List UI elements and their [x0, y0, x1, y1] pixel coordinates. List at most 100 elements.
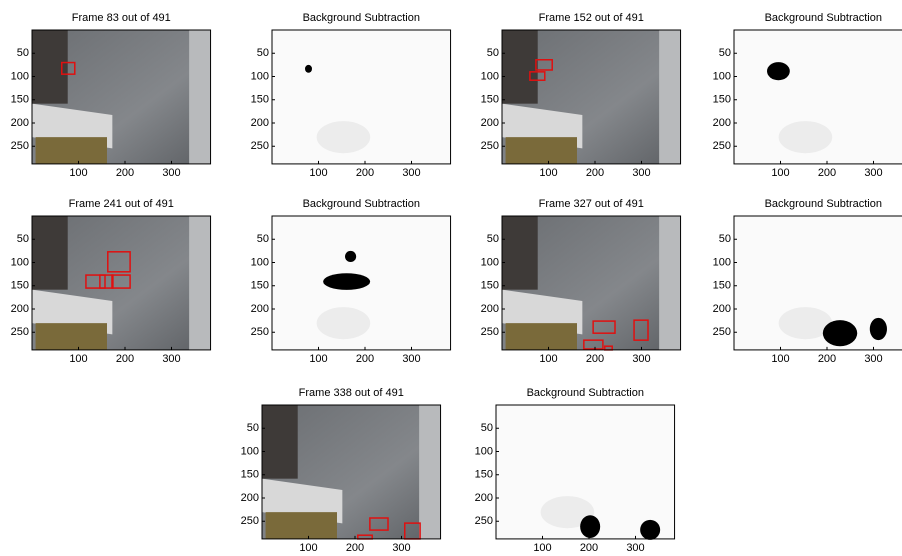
y-tick-label: 200 — [481, 303, 499, 315]
y-tick-label: 50 — [719, 47, 731, 59]
y-tick-label: 50 — [17, 47, 29, 59]
x-tick-label: 100 — [309, 353, 327, 365]
foreground-blob — [767, 62, 790, 80]
mask-shade — [317, 121, 371, 153]
y-tick-label: 150 — [11, 94, 29, 106]
y-tick-label: 150 — [481, 280, 499, 292]
y-tick-label: 250 — [475, 515, 493, 527]
x-tick-label: 300 — [392, 542, 410, 554]
panel-title: Frame 327 out of 491 — [539, 198, 644, 210]
y-tick-label: 250 — [11, 140, 29, 152]
y-tick-label: 150 — [251, 94, 269, 106]
mask-shade — [779, 121, 833, 153]
y-tick-label: 150 — [481, 94, 499, 106]
panel: Background Subtraction100200300501001502… — [251, 12, 451, 179]
x-tick-label: 300 — [626, 542, 644, 554]
foreground-blob — [323, 273, 370, 290]
figure: Frame 83 out of 491 100 200 300 50 100 150 200 2… — [0, 0, 902, 556]
y-tick-label: 100 — [11, 70, 29, 82]
wall-dark — [502, 30, 538, 104]
x-tick-label: 200 — [116, 353, 134, 365]
x-tick-label: 300 — [402, 353, 420, 365]
x-tick-label: 200 — [818, 353, 836, 365]
y-tick-label: 100 — [11, 256, 29, 268]
x-tick-label: 100 — [69, 353, 87, 365]
panel-title: Frame 83 out of 491 — [72, 12, 171, 24]
y-tick-label: 150 — [713, 280, 731, 292]
y-tick-label: 50 — [257, 233, 269, 245]
panel-title: Background Subtraction — [765, 198, 882, 210]
foreground-blob — [640, 520, 660, 540]
panel-title: Frame 152 out of 491 — [539, 12, 644, 24]
y-tick-label: 100 — [475, 445, 493, 457]
y-tick-label: 250 — [241, 515, 259, 527]
x-tick-label: 300 — [632, 353, 650, 365]
y-tick-label: 100 — [713, 70, 731, 82]
wall-dark — [262, 405, 298, 479]
y-tick-label: 100 — [713, 256, 731, 268]
wall-dark — [32, 216, 68, 290]
plants — [506, 137, 577, 164]
x-tick-label: 100 — [539, 167, 557, 179]
y-tick-label: 150 — [251, 280, 269, 292]
x-tick-label: 100 — [771, 353, 789, 365]
y-tick-label: 50 — [257, 47, 269, 59]
y-tick-label: 250 — [11, 326, 29, 338]
y-tick-label: 200 — [713, 117, 731, 129]
y-tick-label: 200 — [241, 492, 259, 504]
plants — [36, 323, 107, 350]
y-tick-label: 50 — [247, 422, 259, 434]
y-tick-label: 200 — [713, 303, 731, 315]
x-tick-label: 200 — [356, 167, 374, 179]
wall-right — [659, 216, 680, 350]
y-tick-label: 50 — [487, 233, 499, 245]
panel: Frame 241 out of 491 100 200 300 50 100 150 200… — [11, 198, 211, 365]
x-tick-label: 300 — [632, 167, 650, 179]
y-tick-label: 250 — [251, 140, 269, 152]
x-tick-label: 200 — [586, 353, 604, 365]
y-tick-label: 250 — [713, 140, 731, 152]
panel-title: Background Subtraction — [303, 198, 420, 210]
y-tick-label: 200 — [11, 117, 29, 129]
x-tick-label: 100 — [533, 542, 551, 554]
x-tick-label: 300 — [864, 353, 882, 365]
panel-title: Background Subtraction — [527, 387, 644, 399]
plants — [36, 137, 107, 164]
wall-right — [659, 30, 680, 164]
wall-dark — [502, 216, 538, 290]
y-tick-label: 50 — [481, 422, 493, 434]
y-tick-label: 100 — [251, 70, 269, 82]
x-tick-label: 300 — [162, 353, 180, 365]
wall-right — [419, 405, 440, 539]
x-tick-label: 200 — [818, 167, 836, 179]
y-tick-label: 50 — [17, 233, 29, 245]
y-tick-label: 200 — [11, 303, 29, 315]
y-tick-label: 200 — [251, 303, 269, 315]
x-tick-label: 200 — [346, 542, 364, 554]
y-tick-label: 250 — [713, 326, 731, 338]
x-tick-label: 100 — [69, 167, 87, 179]
panel-title: Frame 241 out of 491 — [69, 198, 174, 210]
y-tick-label: 200 — [481, 117, 499, 129]
wall-right — [189, 30, 210, 164]
x-tick-label: 300 — [402, 167, 420, 179]
x-tick-label: 200 — [586, 167, 604, 179]
wall-right — [189, 216, 210, 350]
y-tick-label: 200 — [251, 117, 269, 129]
x-tick-label: 100 — [771, 167, 789, 179]
y-tick-label: 150 — [11, 280, 29, 292]
panel-title: Background Subtraction — [765, 12, 882, 24]
x-tick-label: 200 — [580, 542, 598, 554]
foreground-blob — [580, 515, 600, 538]
y-tick-label: 250 — [481, 140, 499, 152]
y-tick-label: 50 — [487, 47, 499, 59]
y-tick-label: 100 — [251, 256, 269, 268]
x-tick-label: 100 — [299, 542, 317, 554]
y-tick-label: 100 — [241, 445, 259, 457]
x-tick-label: 100 — [309, 167, 327, 179]
